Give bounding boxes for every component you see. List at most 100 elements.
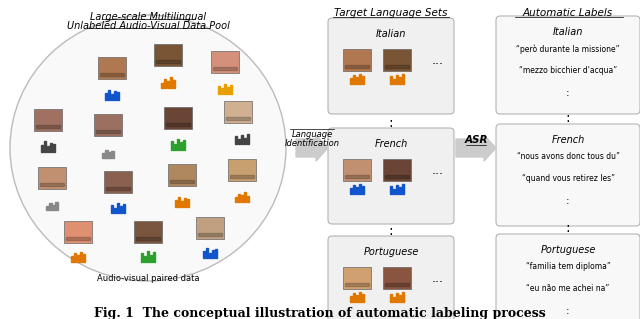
Bar — [44, 141, 46, 152]
Bar — [41, 145, 43, 152]
Bar — [402, 292, 404, 302]
Bar — [359, 292, 361, 302]
Bar — [106, 150, 108, 158]
Bar — [350, 296, 352, 302]
Bar — [66, 236, 90, 240]
Bar — [396, 75, 398, 84]
Bar — [247, 196, 249, 202]
Bar — [49, 203, 52, 210]
Bar — [47, 146, 49, 152]
Bar — [80, 252, 82, 262]
Bar — [170, 77, 172, 88]
Text: Portuguese: Portuguese — [540, 245, 596, 255]
Bar — [198, 233, 222, 236]
FancyBboxPatch shape — [38, 167, 66, 189]
Bar — [399, 295, 401, 302]
Bar — [100, 72, 124, 76]
Text: Portuguese: Portuguese — [364, 247, 419, 257]
Bar — [212, 250, 214, 258]
Bar — [184, 198, 186, 207]
Bar — [399, 187, 401, 194]
FancyBboxPatch shape — [134, 221, 162, 243]
Text: ...: ... — [432, 54, 444, 66]
Text: Automatic Labels: Automatic Labels — [523, 8, 613, 18]
Bar — [213, 66, 237, 70]
FancyBboxPatch shape — [211, 51, 239, 73]
Bar — [399, 77, 401, 84]
FancyBboxPatch shape — [104, 171, 132, 193]
Bar — [238, 194, 240, 202]
Bar — [390, 294, 392, 302]
Bar — [181, 201, 183, 207]
Text: Italian: Italian — [376, 29, 406, 39]
Text: ...: ... — [432, 271, 444, 285]
Bar — [141, 253, 143, 262]
Bar — [117, 92, 119, 100]
Bar — [177, 139, 179, 150]
Bar — [230, 85, 232, 94]
Bar — [356, 77, 358, 84]
Bar — [241, 195, 243, 202]
Bar — [167, 81, 169, 88]
FancyBboxPatch shape — [98, 57, 126, 79]
Text: “mezzo bicchier d'acqua”: “mezzo bicchier d'acqua” — [519, 66, 617, 75]
Bar — [56, 202, 58, 210]
FancyBboxPatch shape — [328, 236, 454, 319]
Bar — [385, 64, 409, 68]
Bar — [123, 204, 125, 213]
Bar — [390, 186, 392, 194]
Bar — [166, 122, 190, 126]
Bar — [150, 255, 152, 262]
FancyBboxPatch shape — [34, 109, 62, 131]
Bar — [108, 152, 111, 158]
Bar — [71, 256, 73, 262]
Text: Identification: Identification — [285, 139, 339, 148]
Bar — [111, 94, 113, 100]
Bar — [362, 76, 364, 84]
Text: :: : — [388, 116, 394, 130]
Bar — [350, 188, 352, 194]
Bar — [170, 180, 194, 183]
Bar — [238, 139, 240, 144]
Bar — [353, 185, 355, 194]
Text: “quand vous retirez les”: “quand vous retirez les” — [522, 174, 614, 183]
Text: French: French — [552, 135, 584, 145]
Bar — [385, 174, 409, 178]
Text: :: : — [566, 111, 570, 125]
Bar — [345, 283, 369, 286]
FancyBboxPatch shape — [383, 159, 411, 181]
Bar — [227, 87, 229, 94]
Bar — [353, 75, 355, 84]
Text: Large-scale Multilingual: Large-scale Multilingual — [90, 12, 206, 22]
Bar — [345, 174, 369, 178]
Bar — [40, 182, 64, 186]
Bar — [385, 283, 409, 286]
Bar — [224, 84, 226, 94]
Bar — [235, 136, 237, 144]
Text: Audio-visual paired data: Audio-visual paired data — [97, 274, 199, 283]
FancyBboxPatch shape — [383, 49, 411, 71]
FancyArrow shape — [296, 135, 328, 161]
Text: :: : — [566, 196, 570, 206]
Bar — [183, 140, 185, 150]
FancyBboxPatch shape — [383, 267, 411, 289]
Bar — [175, 200, 177, 207]
Bar — [241, 135, 243, 144]
FancyBboxPatch shape — [228, 159, 256, 181]
Text: ASR: ASR — [464, 135, 488, 145]
FancyBboxPatch shape — [196, 217, 224, 239]
Bar — [235, 197, 237, 202]
FancyBboxPatch shape — [224, 101, 252, 123]
Text: :: : — [566, 88, 570, 98]
Bar — [402, 184, 404, 194]
Bar — [50, 143, 52, 152]
Bar — [114, 91, 116, 100]
Bar — [156, 60, 180, 63]
Bar — [136, 236, 160, 240]
Text: French: French — [374, 139, 408, 149]
FancyArrow shape — [456, 135, 496, 161]
Bar — [244, 192, 246, 202]
Bar — [105, 93, 107, 100]
Bar — [345, 64, 369, 68]
Bar — [171, 141, 173, 150]
